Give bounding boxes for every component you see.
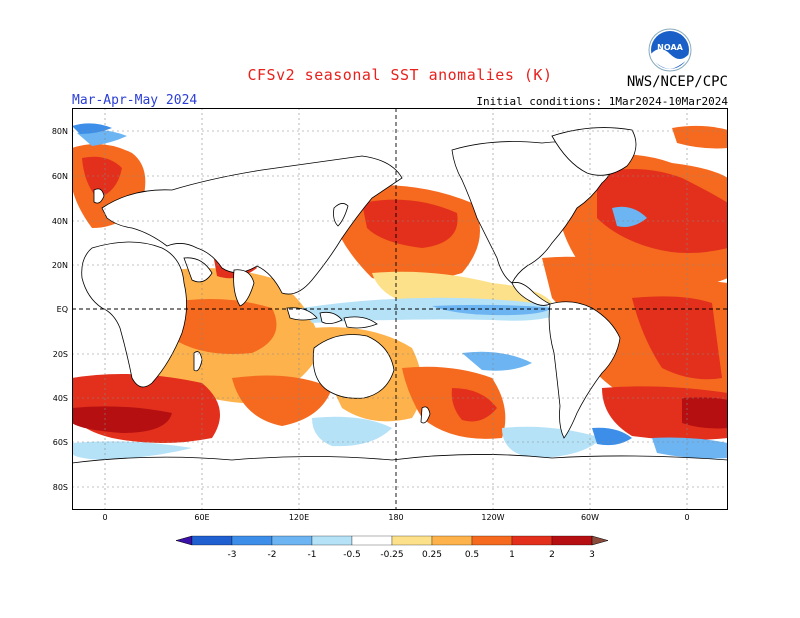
lat-label-80s: 80S	[53, 483, 68, 492]
lat-label-80n: 80N	[52, 127, 68, 136]
legend-swatch	[391, 535, 433, 546]
legend-swatch	[311, 535, 353, 546]
legend-swatch	[471, 535, 513, 546]
legend-tick-label: -0.5	[343, 550, 361, 560]
lon-label-120e: 120E	[289, 513, 309, 522]
legend-arrow-low	[175, 535, 193, 546]
reference-lines	[72, 108, 728, 510]
legend-tick-label: -2	[268, 550, 277, 560]
land-masses	[72, 127, 728, 510]
legend-arrow-high	[591, 535, 609, 546]
lon-label-0: 0	[102, 513, 107, 522]
lon-label-180: 180	[388, 513, 403, 522]
legend-tick-label: 0.25	[422, 550, 442, 560]
legend-tick-label: 0.5	[465, 550, 479, 560]
initial-conditions-label: Initial conditions: 1Mar2024-10Mar2024	[476, 95, 728, 108]
chart-title: CFSv2 seasonal SST anomalies (K)	[247, 66, 553, 84]
lat-label-40n: 40N	[52, 217, 68, 226]
lat-label-60n: 60N	[52, 172, 68, 181]
lat-label-40s: 40S	[53, 394, 68, 403]
lat-label-20s: 20S	[53, 350, 68, 359]
lat-label-20n: 20N	[52, 261, 68, 270]
sst-anomaly-map	[72, 108, 728, 514]
legend-tick-label: -1	[308, 550, 317, 560]
legend-swatch	[231, 535, 273, 546]
lon-label-0-east: 0	[684, 513, 689, 522]
lat-label-eq: EQ	[57, 305, 68, 314]
lon-label-60w: 60W	[581, 513, 599, 522]
legend-tick-label: 1	[509, 550, 515, 560]
legend-tick-label: 2	[549, 550, 555, 560]
legend-swatch	[511, 535, 553, 546]
organization-label: NWS/NCEP/CPC	[626, 74, 728, 90]
color-scale-legend: -3 -2 -1 -0.5 -0.25 0.25 0.5 1 2 3	[170, 532, 630, 566]
legend-swatch	[551, 535, 593, 546]
lon-label-60e: 60E	[194, 513, 209, 522]
legend-tick-label: -0.25	[380, 550, 403, 560]
legend-swatch	[351, 535, 393, 546]
season-label: Mar-Apr-May 2024	[72, 93, 198, 108]
legend-tick-label: 3	[589, 550, 595, 560]
legend-swatch	[271, 535, 313, 546]
legend-swatch	[431, 535, 473, 546]
logo-text: NOAA	[657, 43, 683, 52]
legend-tick-label: -3	[228, 550, 237, 560]
lat-label-60s: 60S	[53, 438, 68, 447]
lon-label-120w: 120W	[481, 513, 504, 522]
legend-swatch	[191, 535, 233, 546]
noaa-logo: NOAA	[648, 28, 692, 72]
anomaly-fields	[72, 123, 728, 460]
